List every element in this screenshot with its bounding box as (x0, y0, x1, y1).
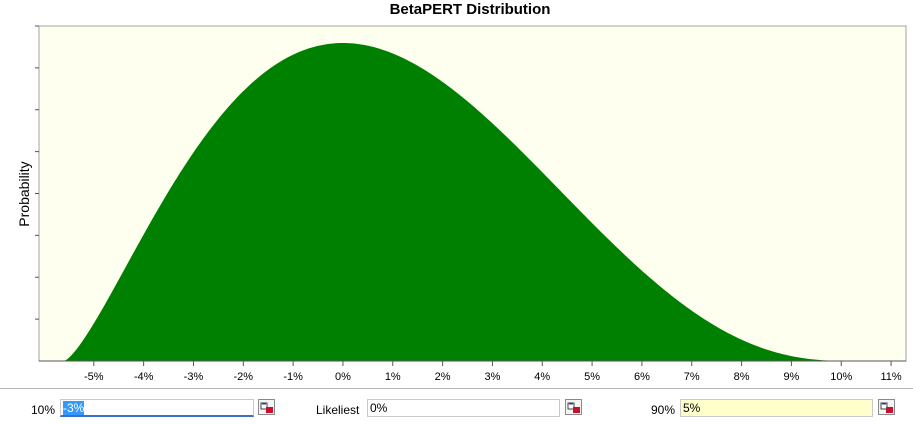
x-tick-label: 3% (484, 371, 500, 383)
p90-picker-button[interactable] (878, 399, 895, 415)
x-tick-label: -1% (283, 371, 303, 383)
p10-input[interactable]: -3% (60, 399, 254, 417)
x-tick-label: 9% (783, 371, 799, 383)
cell-reference-picker-icon (880, 402, 893, 413)
x-tick-label: -3% (184, 371, 204, 383)
x-tick-label: 5% (584, 371, 600, 383)
x-tick-label: 0% (335, 371, 351, 383)
likeliest-label: Likeliest (316, 403, 360, 417)
x-tick-label: 1% (385, 371, 401, 383)
x-tick-label: 11% (880, 371, 901, 383)
cell-reference-picker-icon (567, 402, 580, 413)
likeliest-value: 0% (370, 401, 388, 415)
cell-reference-picker-icon (260, 402, 273, 413)
input-bar: 10% -3% Likeliest 0% 90% 5% (0, 388, 913, 424)
x-tick-label: 2% (435, 371, 451, 383)
x-tick-label: -4% (134, 371, 154, 383)
distribution-area (63, 43, 852, 361)
x-tick-label: 6% (634, 371, 650, 383)
p10-value: -3% (63, 401, 85, 415)
p10-picker-button[interactable] (258, 399, 275, 415)
chart: -5% -4% -3% -2% -1% 0% 1% 2% 3% 4% 5% 6% 7% 8% 9% 10% 11… (35, 25, 907, 383)
x-tick-label: 8% (734, 371, 750, 383)
x-tick-label: 10% (830, 371, 852, 383)
x-tick-label: 7% (684, 371, 700, 383)
y-axis-ticks (35, 25, 39, 320)
p90-label: 90% (651, 403, 676, 417)
x-tick-label: 4% (534, 371, 550, 383)
p10-label: 10% (31, 403, 56, 417)
likeliest-picker-button[interactable] (565, 399, 582, 415)
likeliest-input[interactable]: 0% (367, 399, 560, 417)
x-axis-ticks: -5% -4% -3% -2% -1% 0% 1% 2% 3% 4% 5% 6% 7% 8% 9% 10% 11… (84, 361, 902, 383)
p90-input[interactable]: 5% (680, 399, 873, 417)
p90-value: 5% (683, 401, 701, 415)
x-tick-label: -2% (234, 371, 254, 383)
x-tick-label: -5% (84, 371, 104, 383)
chart-title: BetaPERT Distribution (389, 1, 551, 18)
